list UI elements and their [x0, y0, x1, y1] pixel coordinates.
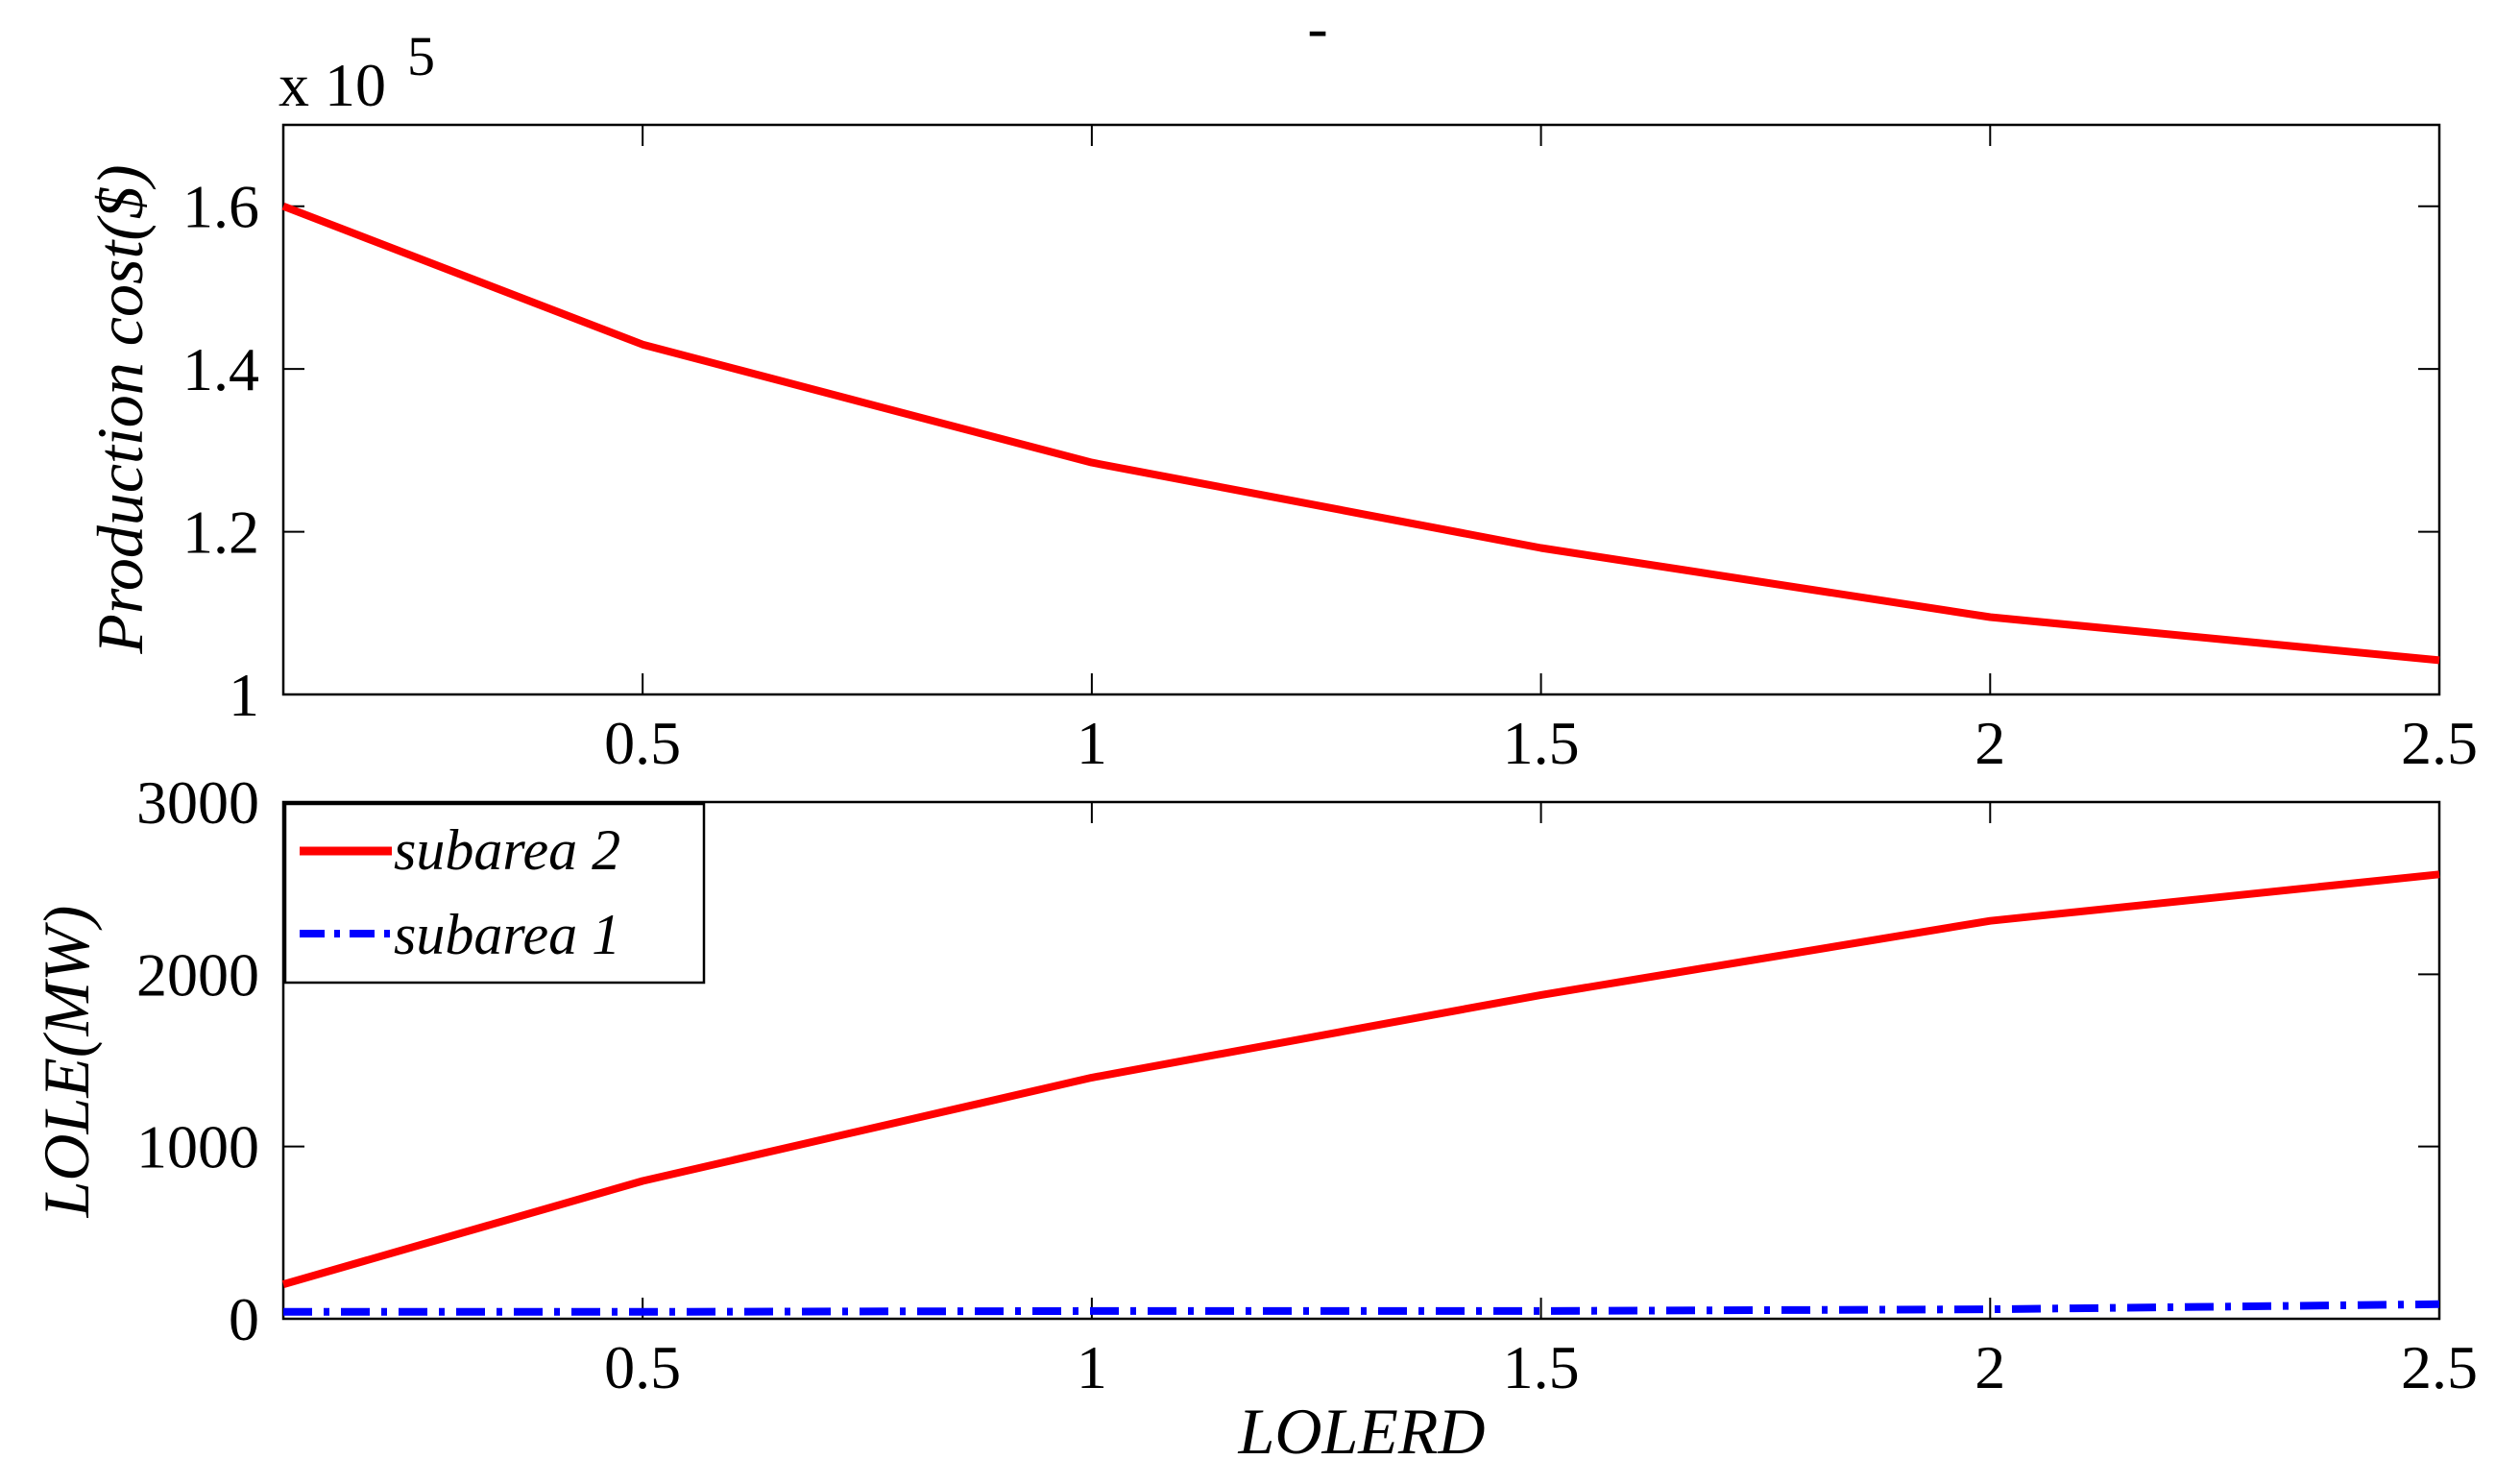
x-tick-label: 1.5 — [1503, 709, 1580, 777]
legend-label-subarea-1: subarea 1 — [394, 903, 620, 966]
plot-lines — [281, 870, 2440, 1316]
y-tick-label: 3000 — [136, 768, 259, 837]
y-multiplier-exponent: 5 — [407, 25, 435, 87]
y-tick-label: 2000 — [136, 940, 259, 1009]
x-tick-label: 2.5 — [2401, 709, 2478, 777]
x-tick-label: 1.5 — [1503, 1333, 1580, 1401]
legend: subarea 2 subarea 1 — [283, 802, 706, 985]
figure-title: - — [1307, 0, 1327, 61]
y-axis-label: Production cost($) — [84, 164, 157, 654]
y-tick-label: 0 — [229, 1285, 259, 1353]
series-line-production-cost — [281, 202, 2440, 665]
plot-frame — [281, 800, 2441, 1321]
production-cost-plot: 0.5 1 1.5 2 2.5 1 1.2 1.4 1.6 x 10 5 Production… — [84, 25, 2478, 777]
x-tick-labels: 0.5 1 1.5 2 2.5 — [604, 709, 2478, 777]
x-tick-label: 2 — [1975, 1333, 2005, 1401]
y-tick-labels: 1 1.2 1.4 1.6 — [182, 173, 259, 729]
y-multiplier-label: x 10 — [279, 51, 386, 119]
legend-label-subarea-2: subarea 2 — [394, 818, 620, 882]
legend-box — [283, 802, 706, 985]
x-tick-labels: 0.5 1 1.5 2 2.5 — [604, 1333, 2478, 1401]
plot-frame — [281, 123, 2441, 696]
y-tick-labels: 0 1000 2000 3000 — [136, 768, 259, 1353]
y-tick-label: 1 — [229, 661, 259, 729]
series-line-subarea-1 — [283, 1300, 2440, 1316]
series-line-subarea-2 — [281, 870, 2440, 1288]
x-tick-label: 1 — [1077, 1333, 1107, 1401]
y-tick-label: 1000 — [136, 1113, 259, 1181]
lole-plot: 0.5 1 1.5 2 2.5 0 1000 2000 3000 LOLE(MW) LOLER… — [30, 768, 2478, 1468]
y-tick-label: 1.4 — [182, 335, 259, 403]
plot-lines — [281, 202, 2440, 665]
x-tick-label: 2.5 — [2401, 1333, 2478, 1401]
x-tick-label: 0.5 — [604, 709, 681, 777]
y-tick-label: 1.2 — [182, 499, 259, 567]
x-tick-label: 2 — [1975, 709, 2005, 777]
x-tick-label: 1 — [1077, 709, 1107, 777]
y-axis-label: LOLE(MW) — [30, 906, 103, 1219]
x-axis-label: LOLERD — [1238, 1395, 1486, 1468]
x-tick-label: 0.5 — [604, 1333, 681, 1401]
y-tick-label: 1.6 — [182, 173, 259, 241]
